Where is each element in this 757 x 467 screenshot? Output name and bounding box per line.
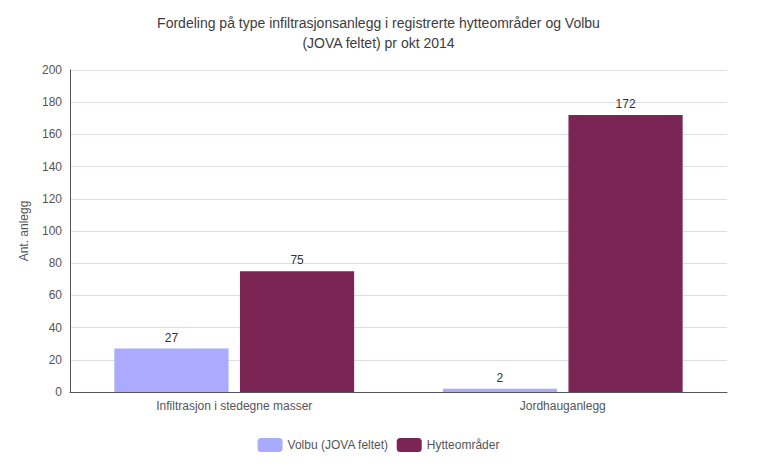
svg-text:Infiltrasjon i stedegne masser: Infiltrasjon i stedegne masser [156, 399, 312, 413]
svg-text:Fordeling på type infiltrasjon: Fordeling på type infiltrasjonsanlegg i … [157, 15, 600, 31]
svg-text:(JOVA feltet) pr okt 2014: (JOVA feltet) pr okt 2014 [302, 35, 454, 51]
svg-text:Ant. anlegg: Ant. anlegg [17, 201, 31, 262]
svg-text:172: 172 [616, 97, 636, 111]
svg-text:180: 180 [42, 95, 62, 109]
svg-text:0: 0 [55, 385, 62, 399]
svg-text:75: 75 [290, 253, 304, 267]
svg-text:Hytteområder: Hytteområder [427, 438, 500, 452]
svg-text:40: 40 [49, 321, 63, 335]
svg-text:2: 2 [497, 371, 504, 385]
svg-text:160: 160 [42, 127, 62, 141]
svg-text:80: 80 [49, 256, 63, 270]
svg-text:100: 100 [42, 224, 62, 238]
svg-text:Jordhauganlegg: Jordhauganlegg [520, 399, 606, 413]
svg-text:27: 27 [165, 331, 179, 345]
svg-text:60: 60 [49, 288, 63, 302]
svg-text:20: 20 [49, 353, 63, 367]
svg-text:200: 200 [42, 63, 62, 77]
svg-text:Volbu (JOVA feltet): Volbu (JOVA feltet) [288, 438, 389, 452]
svg-text:120: 120 [42, 192, 62, 206]
svg-text:140: 140 [42, 160, 62, 174]
